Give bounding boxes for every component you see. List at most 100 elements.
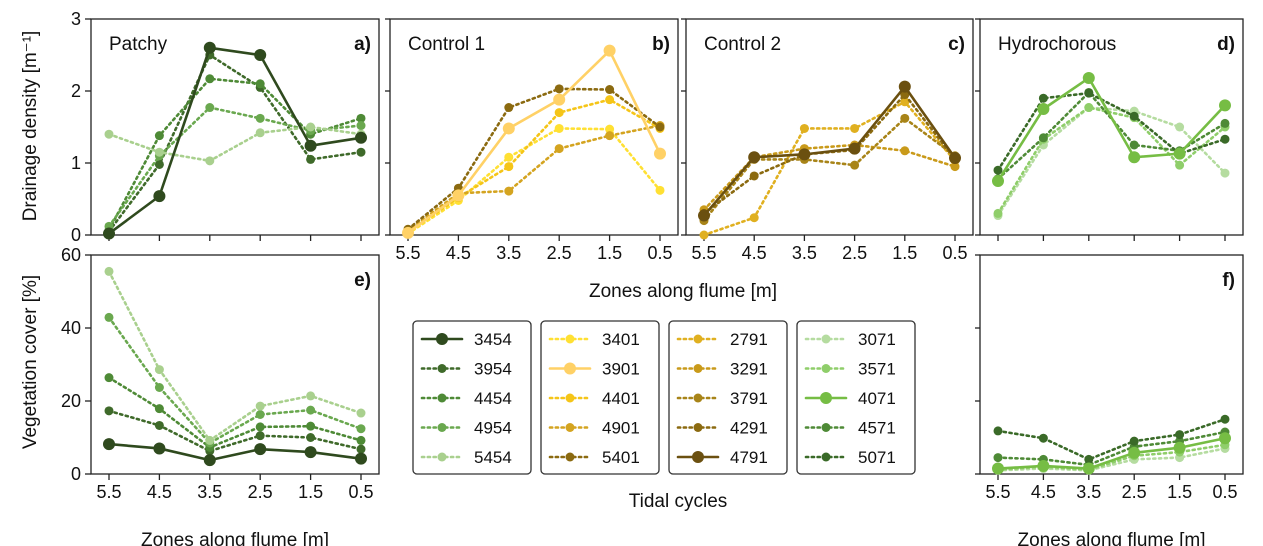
data-point	[900, 113, 910, 123]
series-line	[996, 106, 1227, 217]
legend-item-label: 4571	[858, 419, 896, 438]
panel-title: Hydrochorous	[998, 34, 1116, 55]
data-point	[1220, 118, 1230, 128]
x-tick-label: 5.5	[96, 482, 121, 502]
x-tick-label: 5.5	[691, 243, 716, 263]
data-point	[1038, 133, 1048, 143]
panel-label: a)	[354, 34, 371, 55]
data-point	[205, 103, 215, 113]
panel-c: 5.5 4.5 3.5 2.5 1.5 0.5 Control 2 c)	[681, 18, 974, 263]
data-point	[1220, 414, 1230, 424]
series-line	[406, 49, 662, 235]
x-axis-label: Zones along flume [m]	[141, 530, 329, 546]
legend-swatch-marker	[693, 423, 703, 432]
data-point	[205, 74, 215, 84]
series-line	[996, 436, 1227, 470]
panel-title: Control 1	[408, 34, 485, 55]
series-line	[107, 53, 363, 233]
data-point	[1084, 88, 1094, 98]
legend-frame	[412, 320, 532, 475]
data-point	[255, 410, 265, 420]
legend-item-label: 5071	[858, 448, 896, 467]
data-point	[306, 122, 316, 132]
legend-swatch-marker	[693, 393, 703, 403]
series-3901	[402, 44, 666, 239]
series-line	[996, 430, 1227, 467]
panel-frame	[90, 254, 380, 475]
legend-swatch-marker	[565, 393, 575, 403]
data-point	[356, 121, 366, 131]
series-line	[702, 117, 957, 222]
legend-item-label: 3954	[474, 360, 512, 379]
data-point	[255, 431, 265, 441]
data-point	[749, 171, 759, 181]
data-point	[304, 446, 317, 459]
data-point	[605, 124, 615, 134]
data-point	[306, 421, 316, 431]
data-point	[255, 422, 265, 432]
x-tick-label: 0.5	[942, 243, 967, 263]
legend-item-label: 3401	[602, 330, 640, 349]
legend-title: Tidal cycles	[629, 491, 728, 512]
data-point	[605, 85, 615, 95]
legend-item-label: 3454	[474, 330, 512, 349]
legend-box-3: 2791 3291 3791 4291 4791	[668, 320, 788, 475]
data-point	[104, 312, 114, 322]
series-3454	[103, 41, 367, 240]
series-line	[107, 409, 363, 453]
data-point	[104, 266, 114, 276]
data-point	[154, 420, 164, 430]
legend-item-label: 3291	[730, 360, 768, 379]
data-point	[992, 175, 1004, 187]
data-point	[1037, 103, 1050, 115]
series-line	[406, 87, 662, 231]
data-point	[153, 442, 166, 455]
data-point	[698, 209, 710, 222]
data-point	[554, 84, 564, 94]
series-5071	[993, 414, 1230, 464]
data-point	[103, 438, 115, 451]
data-point	[504, 103, 514, 113]
legend-swatch-marker	[437, 393, 447, 403]
data-point	[1220, 134, 1230, 144]
data-point	[104, 129, 114, 139]
data-point	[554, 144, 564, 154]
data-point	[605, 95, 615, 105]
legend-item-label: 3571	[858, 360, 896, 379]
panel-label: e)	[354, 270, 371, 291]
data-point	[205, 435, 215, 445]
x-tick-label: 0.5	[1212, 482, 1237, 502]
legend-swatch-marker	[437, 364, 447, 373]
data-point	[104, 406, 114, 416]
series-line	[406, 127, 662, 235]
data-point	[850, 123, 860, 133]
x-tick-label: 2.5	[842, 243, 867, 263]
x-tick-label: 1.5	[892, 243, 917, 263]
legend-item-label: 5401	[602, 448, 640, 467]
legend-item-label: 4954	[474, 419, 512, 438]
data-point	[699, 230, 709, 240]
legend-frame	[668, 320, 788, 475]
series-5071	[993, 88, 1230, 175]
data-point	[304, 139, 317, 152]
legend-item-label: 2791	[730, 330, 768, 349]
series-line	[996, 447, 1227, 472]
series-line	[107, 316, 363, 445]
ylabel-vegetation-cover: Vegetation cover [%]	[20, 275, 41, 449]
y-tick-label: 20	[61, 391, 81, 411]
data-point	[504, 152, 514, 162]
x-tick-label: 2.5	[547, 243, 572, 263]
legend-swatch-marker	[564, 362, 576, 375]
data-point	[154, 147, 164, 157]
panel-label: b)	[652, 34, 670, 55]
data-point	[1084, 103, 1094, 113]
legend-layer: 3454 3954 4454 4954 5454 3401 3901 4401 4901 5401…	[412, 320, 916, 475]
series-4571	[993, 427, 1230, 470]
x-tick-label: 2.5	[248, 482, 273, 502]
series-line	[107, 125, 363, 163]
legend-box-1: 3454 3954 4454 4954 5454	[412, 320, 532, 475]
series-4454	[104, 74, 366, 235]
x-tick-label: 1.5	[597, 243, 622, 263]
data-point	[154, 159, 164, 169]
